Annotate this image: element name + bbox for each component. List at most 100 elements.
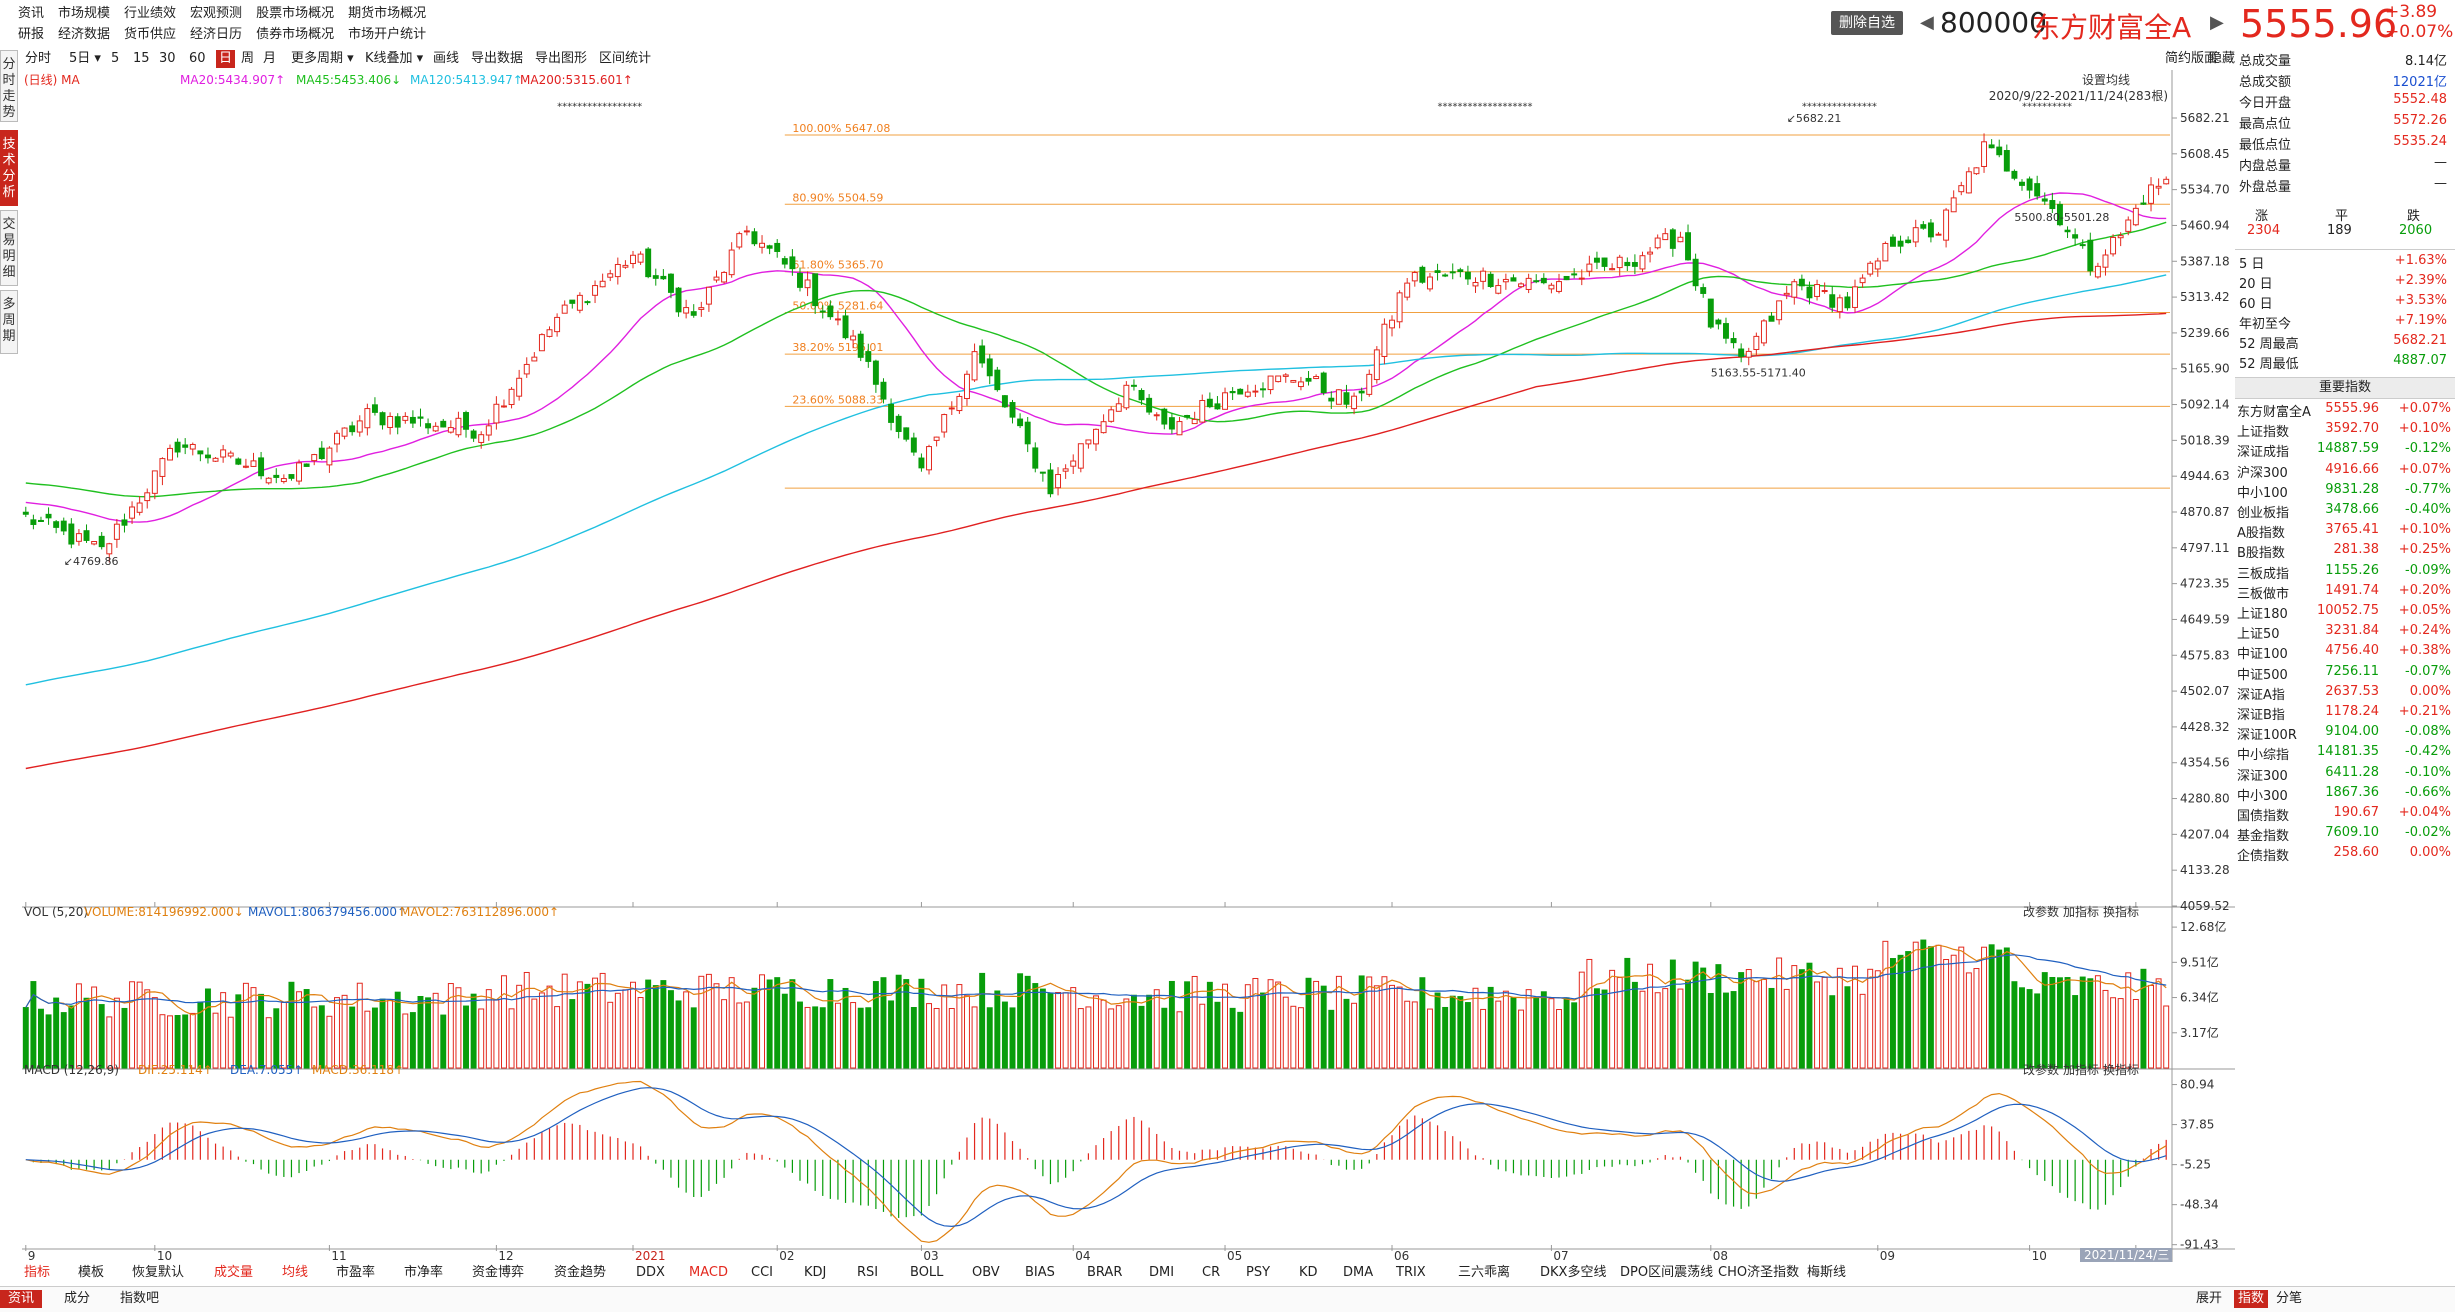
menu-item-2[interactable]: 行业绩效 [124, 6, 177, 21]
period-tab-6[interactable]: 日 [216, 50, 236, 68]
left-tab-0[interactable]: 分时走势 [0, 50, 18, 122]
hide-button[interactable]: 隐藏 [2209, 51, 2236, 66]
index-row-1[interactable]: 上证指数 3592.70 +0.10% [2235, 421, 2455, 441]
menu-item-r2-1[interactable]: 经济数据 [58, 27, 111, 42]
period-tab-13[interactable]: 导出图形 [535, 51, 588, 66]
indicator-tab-1[interactable]: 模板 [78, 1265, 105, 1280]
period-tab-3[interactable]: 15 [133, 51, 150, 66]
index-row-6[interactable]: A股指数 3765.41 +0.10% [2235, 522, 2455, 542]
next-stock-icon[interactable]: ▶ [2210, 12, 2224, 33]
menu-item-r2-2[interactable]: 货币供应 [124, 27, 177, 42]
menu-item-3[interactable]: 宏观预测 [190, 6, 243, 21]
menu-item-4[interactable]: 股票市场概况 [256, 6, 335, 21]
indicator-tab-26[interactable]: DPO区间震荡线 [1620, 1265, 1714, 1280]
macd-button-2[interactable]: 换指标 [2103, 1062, 2139, 1077]
indicator-tab-28[interactable]: 梅斯线 [1807, 1265, 1847, 1280]
status-tab-2[interactable]: 指数吧 [120, 1291, 160, 1306]
chart-area[interactable]: 5682.21 5608.45 5534.70 5460.94 5387.18 5313.… [20, 70, 2235, 1262]
indicator-tab-8[interactable]: 资金趋势 [554, 1265, 607, 1280]
indicator-tab-16[interactable]: BIAS [1025, 1265, 1055, 1280]
indicator-tab-9[interactable]: DDX [636, 1265, 665, 1280]
indicator-tab-13[interactable]: RSI [857, 1265, 879, 1280]
index-row-9[interactable]: 三板做市 1491.74 +0.20% [2235, 583, 2455, 603]
index-row-11[interactable]: 上证50 3231.84 +0.24% [2235, 623, 2455, 643]
indicator-tab-18[interactable]: DMI [1149, 1265, 1175, 1280]
period-tab-0[interactable]: 分时 [25, 51, 52, 66]
macd-button-1[interactable]: 加指标 [2063, 1062, 2099, 1077]
period-tab-5[interactable]: 60 [189, 51, 206, 66]
indicator-tab-12[interactable]: KDJ [804, 1265, 827, 1280]
macd-button-0[interactable]: 改参数 [2023, 1062, 2059, 1077]
period-tab-12[interactable]: 导出数据 [471, 51, 524, 66]
indicator-tab-23[interactable]: TRIX [1396, 1265, 1426, 1280]
status-right-0[interactable]: 展开 [2196, 1291, 2223, 1306]
menu-item-r2-5[interactable]: 市场开户统计 [348, 27, 427, 42]
indicator-tab-27[interactable]: CHO济圣指数 [1718, 1265, 1800, 1280]
menu-item-r2-3[interactable]: 经济日历 [190, 27, 243, 42]
status-tab-0[interactable]: 资讯 [0, 1290, 43, 1308]
vol-button-1[interactable]: 加指标 [2063, 904, 2099, 919]
indicator-tab-4[interactable]: 均线 [282, 1265, 309, 1280]
menu-item-1[interactable]: 市场规模 [58, 6, 111, 21]
indicator-tab-15[interactable]: OBV [972, 1265, 1000, 1280]
indicator-tab-22[interactable]: DMA [1343, 1265, 1374, 1280]
indicator-tab-19[interactable]: CR [1202, 1265, 1221, 1280]
index-row-22[interactable]: 企债指数 258.60 0.00% [2235, 845, 2455, 865]
indicator-tab-14[interactable]: BOLL [910, 1265, 944, 1280]
index-row-16[interactable]: 深证100R 9104.00 -0.08% [2235, 724, 2455, 744]
menu-item-0[interactable]: 资讯 [18, 6, 45, 21]
status-right-1[interactable]: 指数 [2234, 1290, 2269, 1308]
status-tab-1[interactable]: 成分 [64, 1291, 91, 1306]
vol-button-2[interactable]: 换指标 [2103, 904, 2139, 919]
index-row-14[interactable]: 深证A指 2637.53 0.00% [2235, 684, 2455, 704]
indicator-tab-17[interactable]: BRAR [1087, 1265, 1123, 1280]
indicator-tab-6[interactable]: 市净率 [404, 1265, 444, 1280]
index-row-5[interactable]: 创业板指 3478.66 -0.40% [2235, 502, 2455, 522]
index-row-20[interactable]: 国债指数 190.67 +0.04% [2235, 805, 2455, 825]
period-tab-1[interactable]: 5日 ▾ [69, 51, 101, 66]
indicator-tab-20[interactable]: PSY [1246, 1265, 1271, 1280]
indicator-tab-0[interactable]: 指标 [24, 1265, 51, 1280]
indicator-tab-5[interactable]: 市盈率 [336, 1265, 376, 1280]
index-row-2[interactable]: 深证成指 14887.59 -0.12% [2235, 441, 2455, 461]
index-row-4[interactable]: 中小100 9831.28 -0.77% [2235, 482, 2455, 502]
period-tab-9[interactable]: 更多周期 ▾ [291, 51, 354, 66]
index-row-15[interactable]: 深证B指 1178.24 +0.21% [2235, 704, 2455, 724]
indicator-tab-24[interactable]: 三六乖离 [1458, 1265, 1511, 1280]
index-row-10[interactable]: 上证180 10052.75 +0.05% [2235, 603, 2455, 623]
indicator-tab-25[interactable]: DKX多空线 [1540, 1265, 1607, 1280]
index-row-19[interactable]: 中小300 1867.36 -0.66% [2235, 785, 2455, 805]
indicator-tab-2[interactable]: 恢复默认 [132, 1265, 185, 1280]
period-tab-2[interactable]: 5 [111, 51, 120, 66]
index-row-3[interactable]: 沪深300 4916.66 +0.07% [2235, 462, 2455, 482]
left-tab-2[interactable]: 交易明细 [0, 210, 18, 286]
period-tab-14[interactable]: 区间统计 [599, 51, 652, 66]
index-row-7[interactable]: B股指数 281.38 +0.25% [2235, 542, 2455, 562]
index-row-8[interactable]: 三板成指 1155.26 -0.09% [2235, 563, 2455, 583]
period-tab-10[interactable]: K线叠加 ▾ [365, 51, 424, 66]
index-row-17[interactable]: 中小综指 14181.35 -0.42% [2235, 744, 2455, 764]
indicator-tab-10[interactable]: MACD [689, 1265, 728, 1280]
indicator-tab-11[interactable]: CCI [751, 1265, 773, 1280]
period-tab-8[interactable]: 月 [263, 51, 277, 66]
prev-stock-icon[interactable]: ◀ [1920, 12, 1934, 33]
status-right-2[interactable]: 分笔 [2276, 1291, 2303, 1306]
indicator-tab-7[interactable]: 资金博弈 [472, 1265, 525, 1280]
indicator-tab-21[interactable]: KD [1299, 1265, 1318, 1280]
menu-item-r2-0[interactable]: 研报 [18, 27, 45, 42]
remove-watchlist-button[interactable]: 删除自选 [1831, 11, 1903, 35]
index-row-12[interactable]: 中证100 4756.40 +0.38% [2235, 643, 2455, 663]
index-row-21[interactable]: 基金指数 7609.10 -0.02% [2235, 825, 2455, 845]
index-row-18[interactable]: 深证300 6411.28 -0.10% [2235, 765, 2455, 785]
left-tab-3[interactable]: 多周期 [0, 290, 18, 354]
index-row-0[interactable]: 东方财富全A 5555.96 +0.07% [2235, 401, 2455, 421]
period-tab-7[interactable]: 周 [241, 51, 255, 66]
left-tab-1[interactable]: 技术分析 [0, 130, 18, 206]
indicator-tab-3[interactable]: 成交量 [214, 1265, 254, 1280]
set-ma-button[interactable]: 设置均线 [2082, 73, 2130, 87]
menu-item-r2-4[interactable]: 债券市场概况 [256, 27, 335, 42]
simple-layout-button[interactable]: 简约版面 [2165, 51, 2218, 66]
index-row-13[interactable]: 中证500 7256.11 -0.07% [2235, 664, 2455, 684]
vol-button-0[interactable]: 改参数 [2023, 904, 2059, 919]
menu-item-5[interactable]: 期货市场概况 [348, 6, 427, 21]
